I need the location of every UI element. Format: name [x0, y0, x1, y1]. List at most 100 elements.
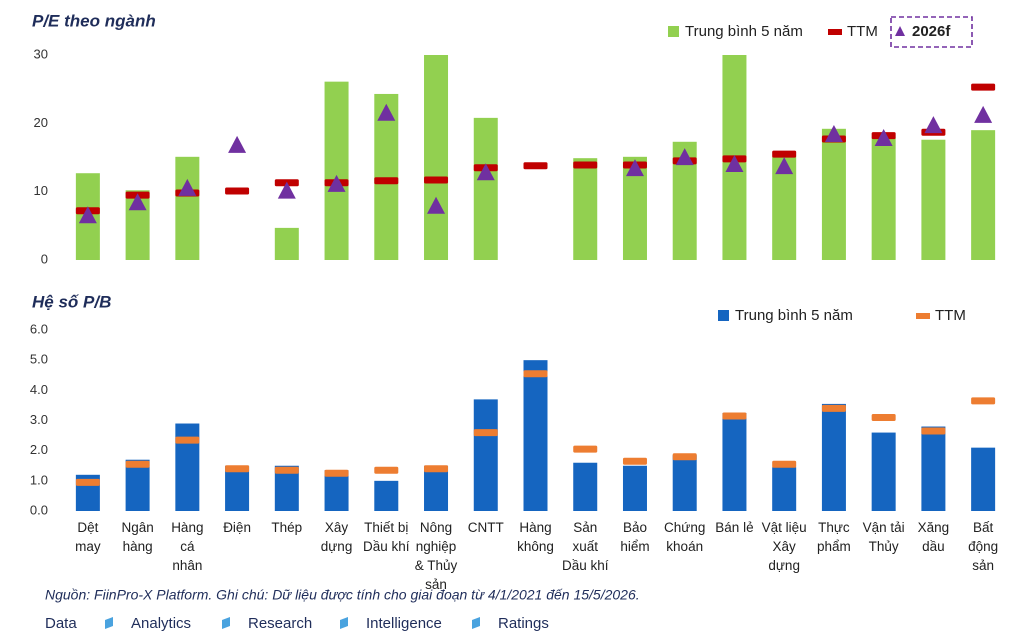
- y-tick-label: 5.0: [30, 352, 48, 367]
- ttm-marker: [971, 83, 996, 91]
- y-tick-label: 10: [34, 183, 48, 198]
- forecast-marker: [725, 155, 744, 173]
- ttm-marker: [622, 457, 647, 465]
- legend-swatch: [828, 29, 842, 35]
- ttm-marker: [523, 162, 548, 170]
- chart-title: Hệ số P/B: [32, 292, 111, 311]
- bar: [622, 465, 647, 511]
- ttm-marker: [921, 427, 946, 435]
- y-tick-label: 0: [41, 251, 48, 266]
- ttm-marker: [424, 176, 449, 184]
- bar: [424, 55, 449, 260]
- forecast-marker: [178, 178, 197, 196]
- bar: [821, 403, 846, 511]
- ttm-marker: [374, 177, 399, 185]
- ttm-marker: [871, 413, 896, 421]
- bar: [424, 465, 449, 511]
- ttm-marker: [971, 397, 996, 405]
- legend-label: TTM: [935, 307, 966, 324]
- bar: [871, 432, 896, 511]
- bar: [672, 455, 697, 511]
- bar: [921, 139, 946, 260]
- ttm-marker: [821, 404, 846, 412]
- forecast-marker: [924, 116, 943, 134]
- footer-icon: [472, 617, 480, 629]
- x-tick-label: Sản xuất Dầu khí: [562, 520, 609, 573]
- legend-label: 2026f: [912, 23, 951, 40]
- forecast-marker: [377, 103, 396, 121]
- bar: [772, 467, 797, 511]
- x-tick-label: Bất động sản: [968, 520, 998, 573]
- bar: [374, 480, 399, 511]
- forecast-marker: [625, 159, 644, 177]
- forecast-marker: [675, 148, 694, 166]
- bar: [125, 459, 150, 511]
- y-tick-label: 0.0: [30, 502, 48, 517]
- x-tick-label: Xây dựng: [321, 520, 353, 554]
- ttm-marker: [772, 150, 797, 158]
- legend-label: TTM: [847, 23, 878, 40]
- x-tick-label: Dệt may: [75, 520, 101, 554]
- footer-icon: [222, 617, 230, 629]
- y-tick-label: 2.0: [30, 442, 48, 457]
- ttm-marker: [424, 465, 449, 473]
- ttm-marker: [75, 478, 100, 486]
- x-tick-label: Thiết bị Dầu khí: [363, 520, 410, 554]
- x-tick-label: Xăng dầu: [918, 520, 950, 554]
- x-tick-label: Vận tải Thủy: [863, 520, 905, 554]
- footer-icon: [105, 617, 113, 629]
- forecast-marker: [228, 135, 247, 153]
- forecast-marker: [476, 163, 495, 181]
- x-tick-label: Thực phẩm: [817, 520, 851, 554]
- footer-link: Analytics: [131, 615, 191, 632]
- ttm-marker: [523, 370, 548, 378]
- x-tick-label: Bảo hiểm: [620, 520, 649, 554]
- y-tick-label: 30: [34, 46, 48, 61]
- bar: [274, 227, 299, 260]
- x-tick-label: Bán lẻ: [715, 520, 753, 535]
- x-tick-label: Hàng không: [517, 520, 554, 554]
- x-tick-label: Ngân hàng: [121, 520, 153, 554]
- ttm-marker: [772, 460, 797, 468]
- ttm-marker: [672, 453, 697, 461]
- forecast-marker: [128, 193, 147, 211]
- x-tick-label: CNTT: [468, 520, 504, 535]
- ttm-marker: [324, 469, 349, 477]
- forecast-marker: [327, 174, 346, 192]
- bar: [523, 360, 548, 511]
- forecast-marker: [427, 196, 446, 214]
- bar: [722, 412, 747, 511]
- bar: [971, 130, 996, 260]
- ttm-marker: [722, 412, 747, 420]
- legend-box: [890, 16, 973, 48]
- ttm-marker: [225, 465, 250, 473]
- bar: [473, 399, 498, 511]
- ttm-marker: [125, 460, 150, 468]
- ttm-marker: [573, 161, 598, 169]
- forecast-marker: [277, 181, 296, 199]
- legend-label: Trung bình 5 năm: [685, 23, 803, 40]
- footer-icon: [340, 617, 348, 629]
- forecast-marker: [874, 129, 893, 147]
- y-tick-label: 6.0: [30, 321, 48, 336]
- legend-label: Trung bình 5 năm: [735, 307, 853, 324]
- legend-swatch: [718, 310, 729, 321]
- x-tick-label: Vật liệu Xây dựng: [762, 520, 807, 573]
- ttm-marker: [225, 187, 250, 195]
- source-note: Nguồn: FiinPro-X Platform. Ghi chú: Dữ l…: [45, 587, 640, 603]
- bar: [374, 93, 399, 260]
- forecast-marker: [78, 206, 97, 224]
- x-tick-label: Chứng khoán: [664, 520, 705, 554]
- bar: [324, 470, 349, 511]
- y-tick-label: 1.0: [30, 472, 48, 487]
- footer-link: Data: [45, 615, 77, 632]
- ttm-marker: [274, 466, 299, 474]
- bar: [324, 81, 349, 261]
- forecast-marker: [775, 157, 794, 175]
- bar: [225, 465, 250, 511]
- legend-swatch: [916, 313, 930, 319]
- legend-swatch: [895, 26, 905, 36]
- ttm-marker: [175, 436, 200, 444]
- bar: [175, 156, 200, 260]
